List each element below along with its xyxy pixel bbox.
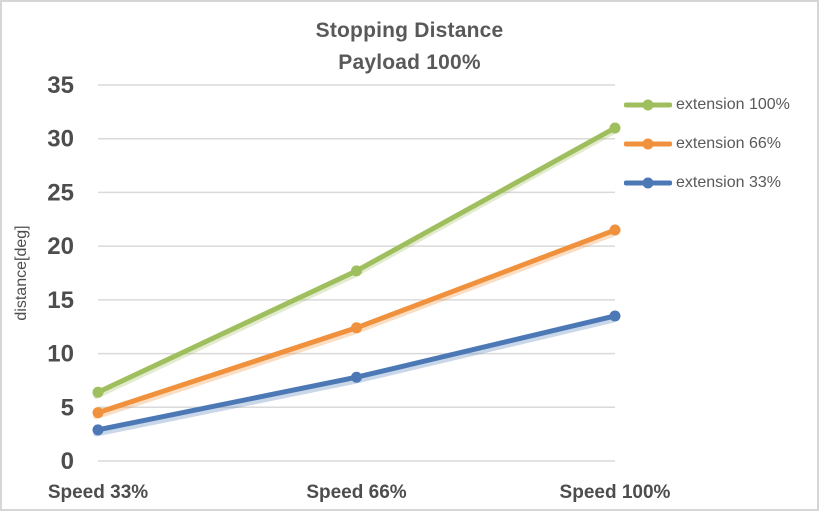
- series-line: [95, 227, 618, 416]
- data-point-marker: [92, 386, 104, 398]
- data-point-marker: [609, 224, 621, 236]
- legend-marker-dot: [642, 138, 654, 150]
- chart-title-line1: Stopping Distance: [315, 19, 504, 42]
- chart-title: Stopping Distance Payload 100%: [2, 15, 817, 79]
- legend-marker-dot: [642, 177, 654, 189]
- legend-item: extension 33%: [624, 171, 790, 195]
- y-tick-label: 35: [47, 72, 74, 99]
- data-point-marker: [609, 122, 621, 134]
- legend-item-label: extension 33%: [676, 174, 781, 191]
- chart-title-line2: Payload 100%: [338, 51, 481, 74]
- data-point-marker: [351, 322, 362, 334]
- y-tick-label: 20: [47, 233, 74, 260]
- data-point-marker: [351, 265, 362, 277]
- chart-legend: extension 100% extension 66% extension 33%: [624, 93, 790, 195]
- x-tick-label: Speed 33%: [48, 482, 148, 503]
- data-point-marker: [92, 407, 104, 419]
- y-tick-label: 30: [47, 126, 74, 153]
- legend-item-label: extension 100%: [676, 96, 790, 113]
- y-axis-title: distance[deg]: [13, 225, 30, 321]
- y-tick-label: 5: [61, 394, 74, 421]
- legend-marker-icon: [624, 138, 672, 150]
- x-tick-label: Speed 66%: [306, 482, 406, 503]
- legend-marker-dot: [642, 99, 654, 111]
- legend-item-label: extension 66%: [676, 135, 781, 152]
- y-tick-label: 25: [47, 179, 74, 206]
- data-point-marker: [92, 424, 104, 436]
- legend-marker-icon: [624, 99, 672, 111]
- data-point-marker: [609, 310, 621, 322]
- y-tick-label: 15: [47, 287, 74, 314]
- legend-marker-icon: [624, 177, 672, 189]
- data-point-marker: [351, 371, 362, 383]
- legend-item: extension 100%: [624, 93, 790, 117]
- legend-item: extension 66%: [624, 132, 790, 156]
- y-tick-label: 0: [61, 448, 74, 475]
- x-tick-label: Speed 100%: [560, 482, 671, 503]
- y-tick-label: 10: [47, 341, 74, 368]
